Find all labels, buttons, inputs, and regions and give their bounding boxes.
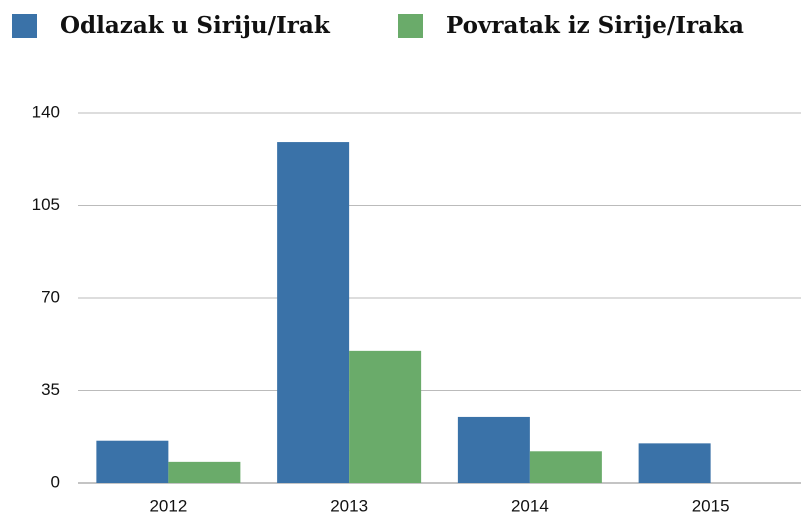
x-tick-label: 2015 bbox=[692, 496, 730, 515]
x-tick-label: 2014 bbox=[511, 496, 549, 515]
y-tick-label: 35 bbox=[41, 380, 60, 399]
legend-swatch bbox=[398, 14, 423, 38]
x-tick-label: 2013 bbox=[330, 496, 368, 515]
legend-label: Povratak iz Sirije/Iraka bbox=[446, 12, 744, 39]
bar bbox=[457, 416, 530, 483]
y-tick-label: 140 bbox=[32, 102, 60, 121]
bar bbox=[529, 451, 602, 483]
y-tick-label: 70 bbox=[41, 287, 60, 306]
bar bbox=[638, 443, 711, 483]
bar bbox=[277, 142, 350, 484]
bar bbox=[349, 350, 422, 483]
y-tick-label: 105 bbox=[32, 195, 60, 214]
y-tick-label: 0 bbox=[51, 472, 60, 491]
x-tick-label: 2012 bbox=[149, 496, 187, 515]
bar bbox=[96, 440, 169, 483]
legend-swatch bbox=[12, 14, 37, 38]
bar bbox=[168, 461, 241, 483]
legend-label: Odlazak u Siriju/Irak bbox=[60, 12, 331, 39]
